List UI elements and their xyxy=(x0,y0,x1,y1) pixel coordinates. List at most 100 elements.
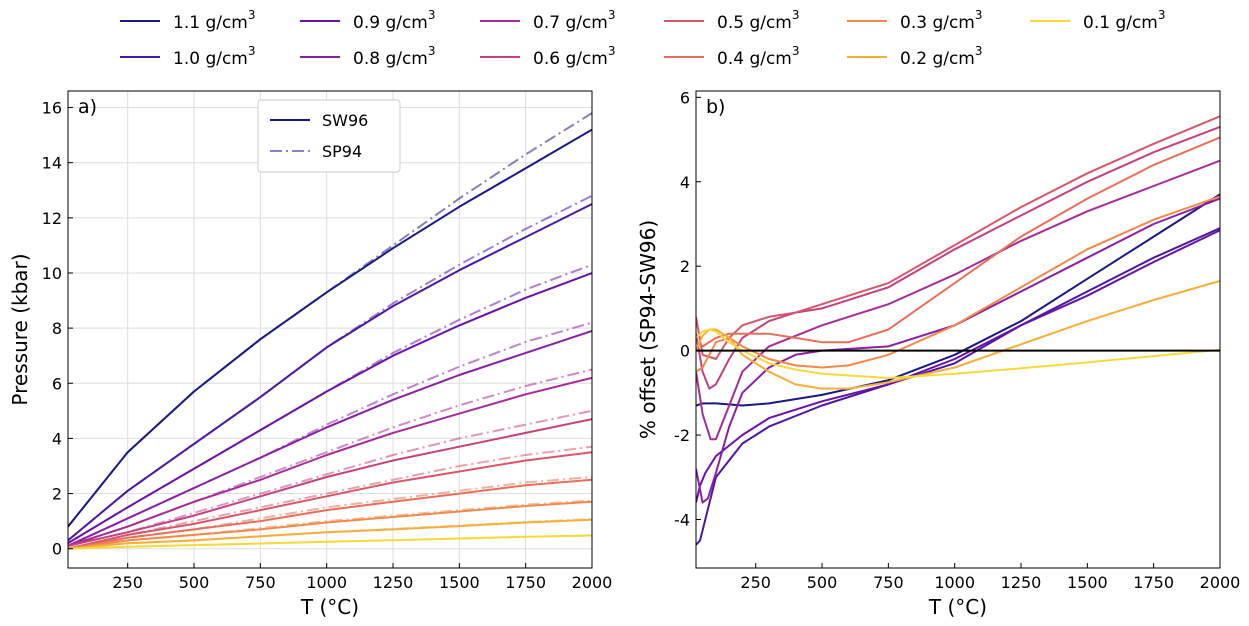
x-tick-label: 1750 xyxy=(1133,573,1174,592)
y-tick-label: 0 xyxy=(52,540,62,559)
panel-b-label: b) xyxy=(706,96,725,118)
y-tick-label: 8 xyxy=(52,319,62,338)
legend-superscript: 3 xyxy=(428,44,436,58)
series-line xyxy=(68,263,592,545)
series-line xyxy=(68,418,592,547)
legend-superscript: 3 xyxy=(608,8,616,22)
panel-b-x-axis-label: T (°C) xyxy=(928,595,987,619)
series-line xyxy=(68,409,592,547)
y-tick-label: 10 xyxy=(42,264,62,283)
x-tick-label: 750 xyxy=(873,573,904,592)
y-tick-label: 2 xyxy=(680,257,690,276)
series-line xyxy=(68,194,592,542)
series-line xyxy=(68,518,592,550)
x-tick-label: 1000 xyxy=(306,573,347,592)
y-tick-label: 12 xyxy=(42,209,62,228)
series-line xyxy=(68,534,592,550)
panel-a-ticks: 250 500 750 1000 1250 1500 1750 2000 0 2 4 6 8 10 12 14… xyxy=(42,99,613,592)
series-line xyxy=(68,329,592,547)
legend-label: 0.3 g/cm3 xyxy=(900,8,983,33)
panel-b-percent-offset: 250 500 750 1000 1250 1500 1750 2000 -4 -2 0 2 4 6 b)… xyxy=(636,88,1240,619)
y-tick-label: -4 xyxy=(674,510,690,529)
panel-b-ticks: 250 500 750 1000 1250 1500 1750 2000 -4 -2 0 2 4 6 xyxy=(674,88,1240,592)
series-line xyxy=(68,500,592,550)
series-line xyxy=(696,197,1220,504)
legend-entry: 0.3 g/cm3 xyxy=(847,8,983,33)
legend-label: 1.0 g/cm3 xyxy=(173,44,256,69)
legend-label: 0.8 g/cm3 xyxy=(353,44,436,69)
legend-superscript: 3 xyxy=(975,44,983,58)
x-tick-label: 2000 xyxy=(572,573,613,592)
panel-a-frame xyxy=(67,90,593,569)
legend-label: 0.4 g/cm3 xyxy=(717,44,800,69)
series-line xyxy=(696,195,1220,373)
x-tick-label: 250 xyxy=(740,573,771,592)
legend-label: 1.1 g/cm3 xyxy=(173,8,256,33)
series-line xyxy=(696,227,1220,546)
legend-label: 0.7 g/cm3 xyxy=(533,8,616,33)
y-tick-label: -2 xyxy=(674,426,690,445)
series-line xyxy=(696,125,1220,390)
y-tick-label: 6 xyxy=(680,88,690,107)
top-legend: 1.1 g/cm3 0.9 g/cm3 0.7 g/cm3 0.5 g/cm3 0.3 … xyxy=(120,8,1166,69)
legend-entry: 1.1 g/cm3 xyxy=(120,8,256,33)
y-tick-label: 16 xyxy=(42,99,62,118)
legend-label: 0.2 g/cm3 xyxy=(900,44,983,69)
legend-superscript: 3 xyxy=(975,8,983,22)
panel-b-series-group xyxy=(696,115,1220,546)
series-line xyxy=(68,376,592,547)
series-line xyxy=(68,203,592,542)
x-tick-label: 1500 xyxy=(1067,573,1108,592)
legend-label: 0.9 g/cm3 xyxy=(353,8,436,33)
series-line xyxy=(68,272,592,545)
inner-legend-label: SP94 xyxy=(322,142,362,161)
legend-superscript: 3 xyxy=(608,44,616,58)
series-line xyxy=(696,115,1220,360)
panel-a-y-axis-label: Pressure (kbar) xyxy=(8,253,32,405)
panel-b-y-axis-label: % offset (SP94-SW96) xyxy=(636,220,660,439)
panel-a-grid xyxy=(68,91,593,568)
legend-entry: 0.1 g/cm3 xyxy=(1030,8,1166,33)
x-tick-label: 2000 xyxy=(1200,573,1241,592)
panel-b-frame xyxy=(695,90,1221,569)
inner-legend-label: SW96 xyxy=(322,111,368,130)
legend-superscript: 3 xyxy=(428,8,436,22)
inner-legend-box xyxy=(257,99,401,173)
series-line xyxy=(68,451,592,550)
legend-superscript: 3 xyxy=(792,44,800,58)
series-line xyxy=(68,368,592,547)
legend-entry: 0.5 g/cm3 xyxy=(664,8,800,33)
x-tick-label: 1500 xyxy=(439,573,480,592)
panel-a-inner-legend: SW96 SP94 xyxy=(257,99,401,173)
legend-entry: 0.4 g/cm3 xyxy=(664,44,800,69)
panel-a-series-group xyxy=(68,112,592,550)
legend-label: 0.1 g/cm3 xyxy=(1083,8,1166,33)
x-tick-label: 1250 xyxy=(1001,573,1042,592)
panel-a-x-axis-label: T (°C) xyxy=(300,595,359,619)
legend-entry: 0.2 g/cm3 xyxy=(847,44,983,69)
y-tick-label: 4 xyxy=(680,173,690,192)
series-line xyxy=(68,478,592,550)
series-line xyxy=(696,328,1220,379)
legend-entry: 1.0 g/cm3 xyxy=(120,44,256,69)
legend-entry: 0.8 g/cm3 xyxy=(300,44,436,69)
x-tick-label: 500 xyxy=(807,573,838,592)
legend-superscript: 3 xyxy=(1158,8,1166,22)
x-tick-label: 750 xyxy=(245,573,276,592)
legend-superscript: 3 xyxy=(248,44,256,58)
x-tick-label: 1000 xyxy=(934,573,975,592)
y-tick-label: 4 xyxy=(52,429,62,448)
legend-superscript: 3 xyxy=(792,8,800,22)
y-tick-label: 0 xyxy=(680,342,690,361)
legend-entry: 0.6 g/cm3 xyxy=(480,44,616,69)
panel-a-pressure-vs-temperature: 250 500 750 1000 1250 1500 1750 2000 0 2 4 6 8 10 12 14… xyxy=(8,90,613,619)
x-tick-label: 500 xyxy=(179,573,210,592)
legend-superscript: 3 xyxy=(248,8,256,22)
legend-label: 0.5 g/cm3 xyxy=(717,8,800,33)
x-tick-label: 250 xyxy=(112,573,143,592)
legend-entry: 0.9 g/cm3 xyxy=(300,8,436,33)
series-line xyxy=(696,229,1220,503)
panel-a-label: a) xyxy=(78,96,97,118)
y-tick-label: 2 xyxy=(52,485,62,504)
